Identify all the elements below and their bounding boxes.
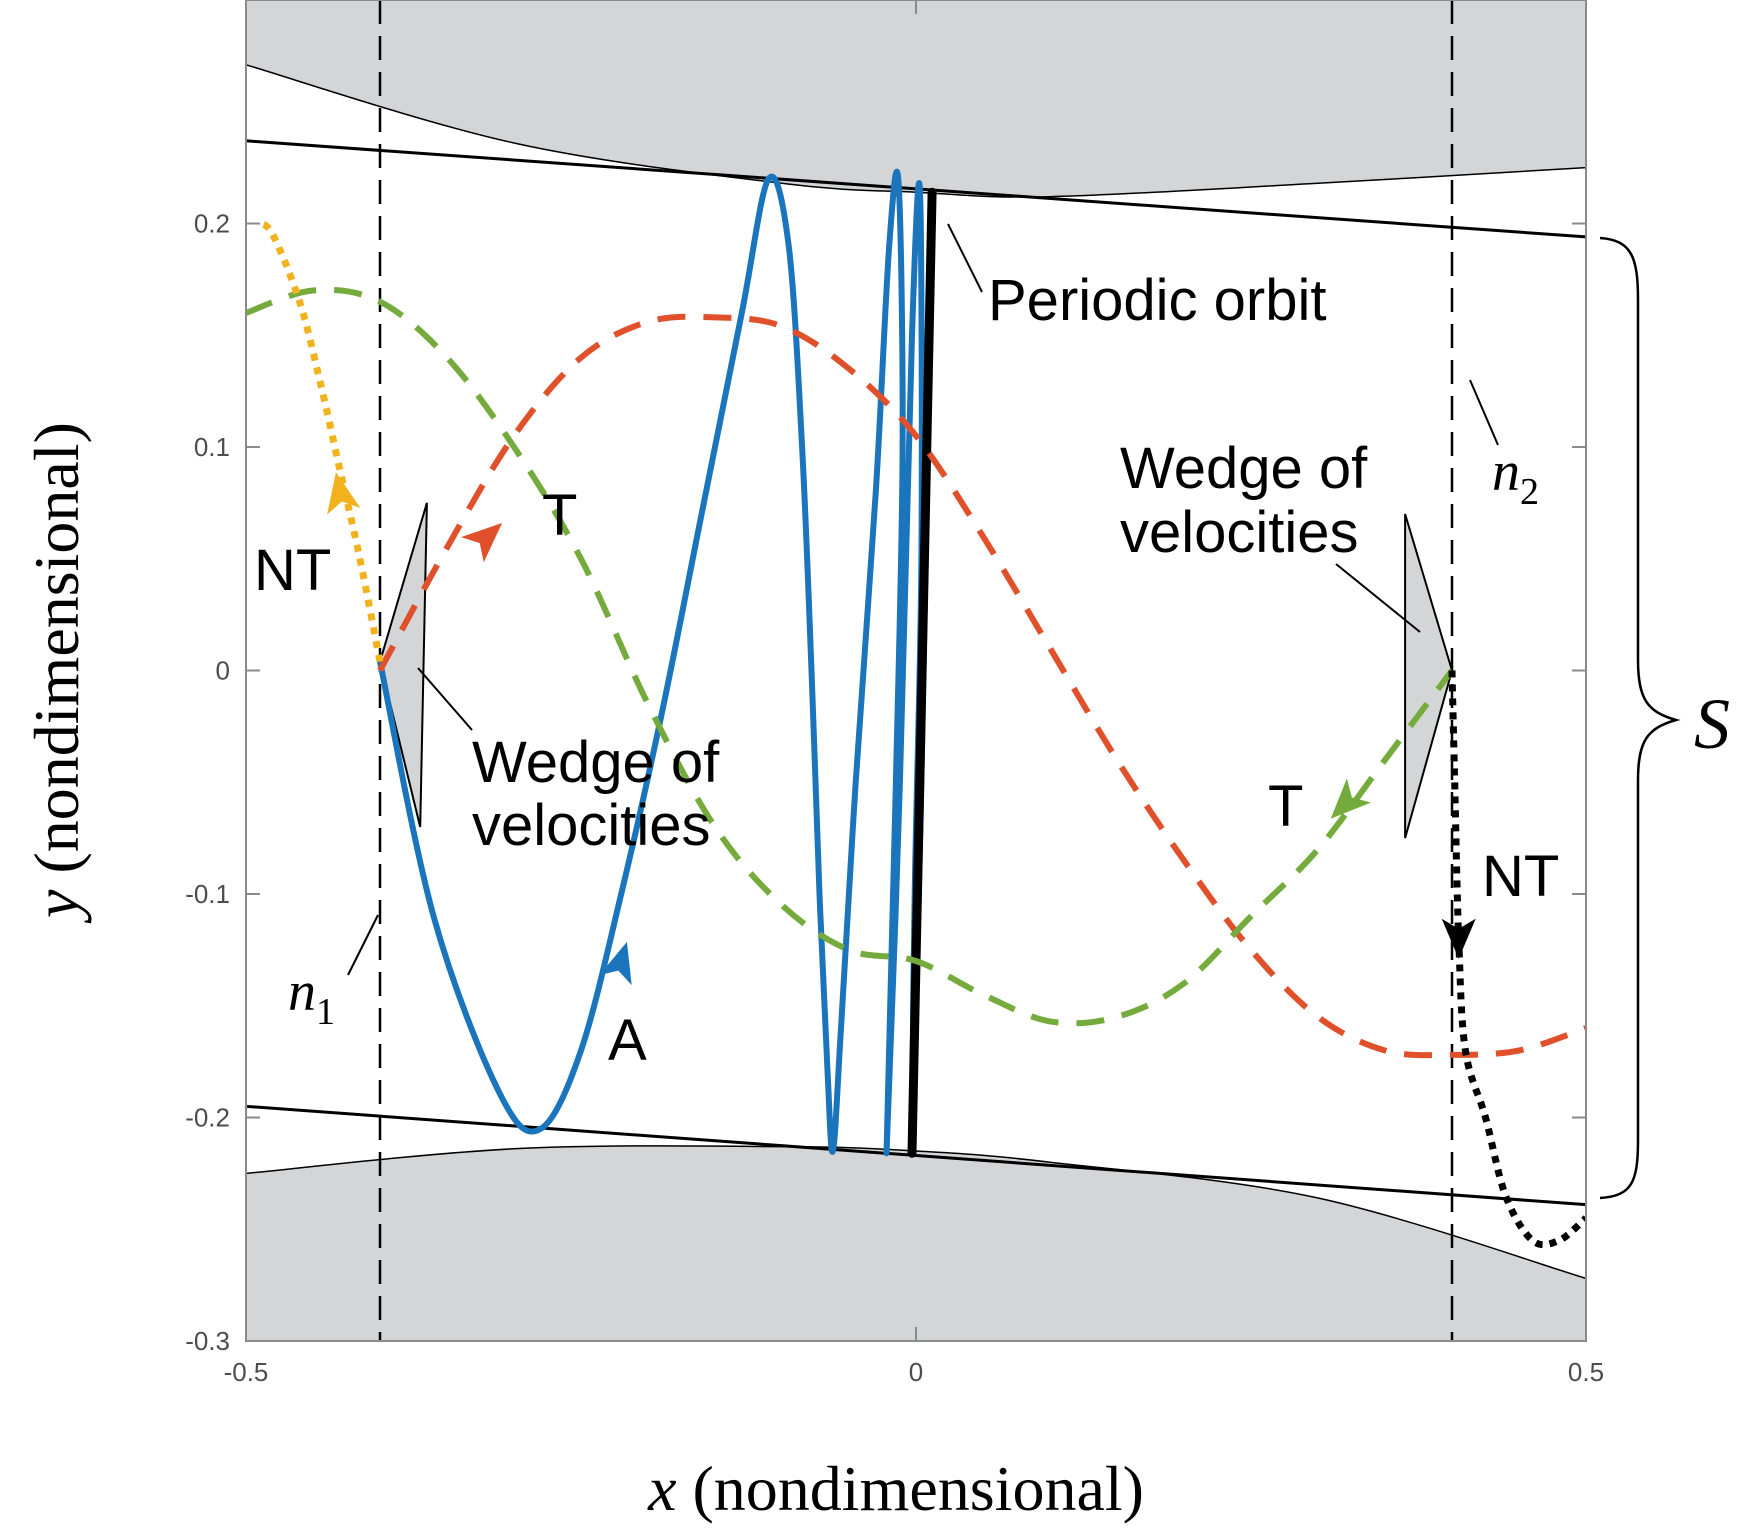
annotation-periodic-orbit: Periodic orbit (988, 268, 1326, 333)
annotation-A: A (608, 1008, 647, 1073)
y-tick-label: -0.3 (185, 1326, 230, 1356)
y-axis-title-var: y (21, 889, 92, 924)
series-blue-trajectory (377, 168, 936, 1158)
annotation-n1-sub: 1 (316, 991, 335, 1033)
annotation-wedge-right-line2: velocities (1120, 500, 1359, 565)
leader-n1 (347, 914, 379, 976)
y-tick-label: 0.2 (194, 209, 230, 239)
arrow-green (1330, 778, 1371, 819)
leader-periodic-orbit (947, 223, 983, 293)
bottleneck-boundary-lower (246, 1104, 1586, 1207)
annotation-n2-base: n (1492, 441, 1520, 503)
y-axis-title: y (nondimensional) (21, 422, 92, 924)
y-tick-label: 0.1 (194, 432, 230, 462)
annotation-n1-base: n (288, 961, 316, 1023)
annotation-n1: n1 (288, 961, 335, 1033)
y-axis-ticks: 0.2 0.1 0 -0.1 -0.2 -0.3 (185, 209, 1586, 1356)
y-tick-label: -0.2 (185, 1103, 230, 1133)
annotation-NT-left: NT (254, 538, 331, 603)
y-axis-title-rest: (nondimensional) (21, 422, 92, 889)
x-axis-title: x (nondimensional) (647, 1453, 1144, 1524)
series-periodic-orbit (907, 187, 937, 1158)
x-tick-label: -0.5 (224, 1357, 269, 1387)
x-axis-ticks: -0.5 0 0.5 (224, 0, 1604, 1387)
series-green-transit (246, 286, 1455, 1027)
series-yellow-nontransit (257, 220, 384, 663)
annotation-T-left: T (542, 483, 577, 548)
x-tick-label: 0.5 (1568, 1357, 1604, 1387)
plot-area (246, 0, 1586, 1341)
brace-S (1599, 236, 1681, 1200)
forbidden-region-lower (246, 1145, 1586, 1341)
leader-wedge-left (417, 667, 473, 731)
y-tick-label: -0.1 (185, 879, 230, 909)
x-tick-label: 0 (909, 1357, 923, 1387)
annotation-T-right: T (1268, 774, 1303, 839)
leader-lines (347, 223, 1499, 976)
annotation-S: S (1694, 684, 1730, 764)
arrow-yellow (327, 472, 361, 515)
leader-n2 (1469, 379, 1499, 446)
y-tick-label: 0 (216, 656, 230, 686)
forbidden-region-upper (246, 0, 1586, 198)
velocity-wedge-right (1404, 513, 1454, 839)
annotation-n2-sub: 2 (1520, 471, 1539, 513)
arrow-black (1441, 918, 1476, 959)
x-axis-title-rest: (nondimensional) (676, 1453, 1143, 1524)
series-black-nontransit (1448, 670, 1586, 1249)
annotation-wedge-right: Wedge of velocities (1120, 436, 1383, 565)
annotation-wedge-left-line1: Wedge of (472, 730, 720, 795)
series-orange-transit (377, 313, 1586, 1059)
arrow-orange (461, 523, 503, 563)
leader-wedge-right (1335, 563, 1421, 633)
annotation-n2: n2 (1492, 441, 1539, 513)
x-axis-title-var: x (647, 1453, 676, 1524)
annotation-wedge-right-line1: Wedge of (1120, 436, 1368, 501)
velocity-wedge-left (378, 502, 428, 828)
arrow-blue (599, 941, 632, 986)
annotation-NT-right: NT (1482, 844, 1559, 909)
annotation-wedge-left: Wedge of velocities (472, 730, 735, 858)
annotation-wedge-left-line2: velocities (472, 793, 711, 858)
